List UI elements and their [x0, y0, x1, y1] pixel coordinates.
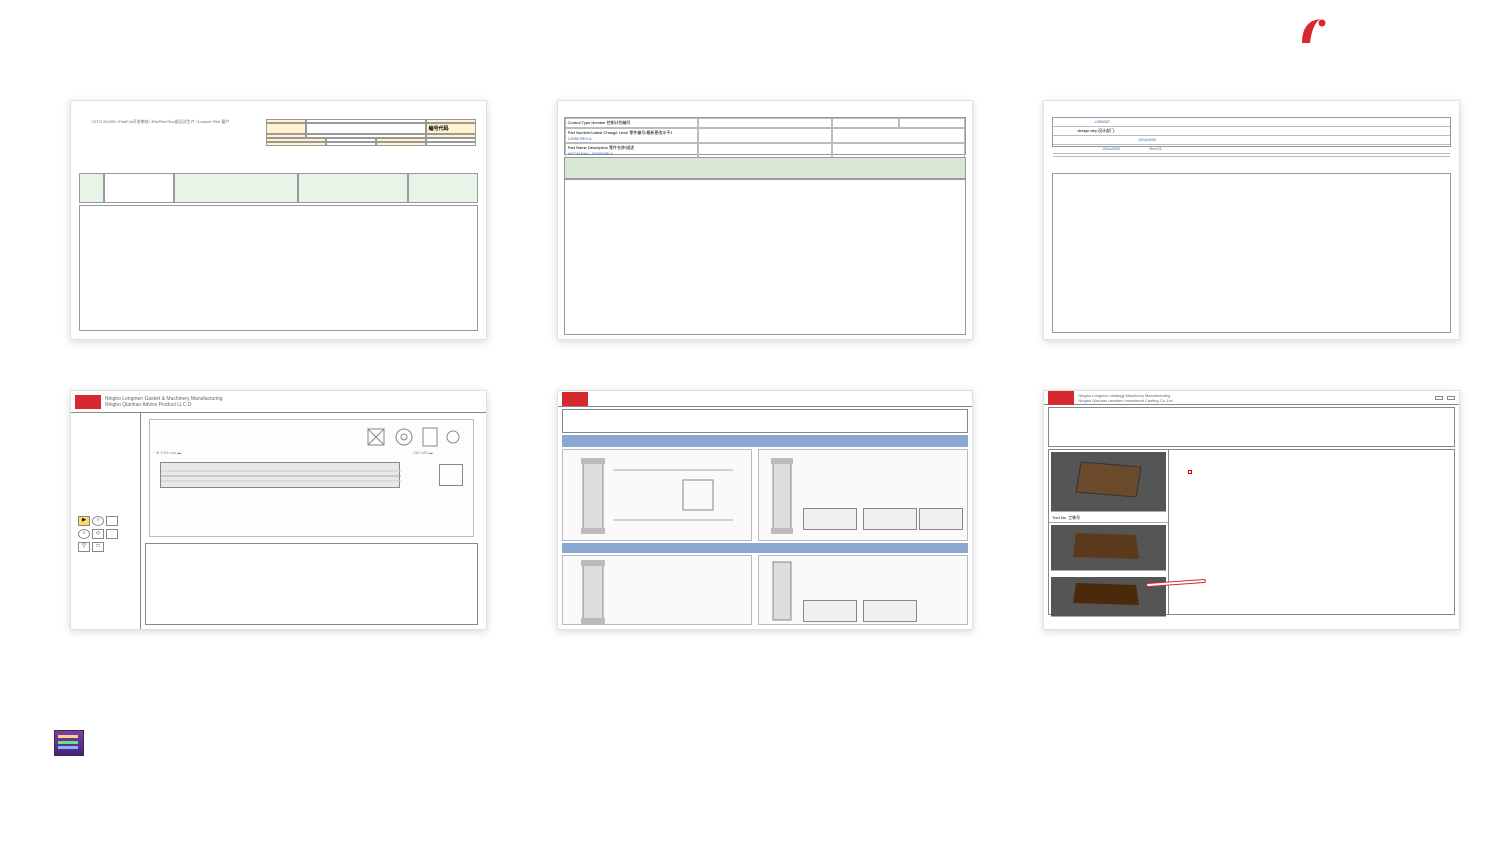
t6-photo-2 — [1051, 525, 1166, 571]
rar-icon-graphic — [54, 730, 84, 756]
t1-body — [79, 205, 478, 331]
t3-colhead — [1052, 149, 1451, 173]
caption-6 — [1043, 640, 1460, 670]
t3-header: L05986T design dep.设计部门: 2014/8/20 2014/… — [1052, 117, 1451, 147]
t6-logo — [1048, 391, 1074, 405]
brand-logo — [1300, 15, 1460, 48]
t6-photo-1 — [1051, 452, 1166, 512]
thumb-final-qc[interactable]: Ningbo Longmen xinlangji Machinery Manuf… — [1043, 390, 1460, 630]
rar-file-icon[interactable] — [50, 730, 88, 758]
t5-section3 — [562, 543, 969, 553]
t5-draw-left — [562, 449, 752, 541]
t4-hdr-txt: Ningbo Longmen Gasket & Machinery Manufa… — [105, 396, 223, 408]
thumb-control-plan[interactable]: Control Type Number 控制计划编号 Part Number/L… — [557, 100, 974, 340]
t1-supplier-block: 编号代码 — [266, 119, 476, 146]
t6-header: Ningbo Longmen xinlangji Machinery Manuf… — [1044, 391, 1459, 405]
t5-meta — [562, 409, 969, 433]
thumbnail-grid: □GTG 23;099 □PartFull开发审核 □PrePilot Run部… — [70, 100, 1460, 670]
t6-right — [1169, 450, 1454, 614]
t4-header: Ningbo Longmen Gasket & Machinery Manufa… — [71, 391, 486, 413]
t6-photo-3 — [1051, 577, 1166, 617]
thumb-machining-instruction[interactable]: Ningbo Longmen Gasket & Machinery Manufa… — [70, 390, 487, 630]
t4-flow: ▶○ ○◇ ▽□ — [75, 513, 137, 555]
caption-4 — [70, 640, 487, 670]
caption-1 — [70, 350, 487, 380]
t6-main: Tool No. 工装号 — [1048, 449, 1455, 615]
caption-5 — [557, 640, 974, 670]
thumb-gauge-list[interactable] — [557, 390, 974, 630]
t4-bottom-table — [145, 543, 478, 625]
t5-header — [558, 391, 973, 407]
t4-logo — [75, 395, 101, 409]
t2-header: Control Type Number 控制计划编号 Part Number/L… — [564, 117, 967, 155]
t6-meta — [1048, 407, 1455, 447]
t5-logo — [562, 392, 588, 406]
thumb-process-flow[interactable]: □GTG 23;099 □PartFull开发审核 □PrePilot Run部… — [70, 100, 487, 340]
t6-photos: Tool No. 工装号 — [1049, 450, 1169, 614]
t2-colhead — [564, 157, 967, 179]
t4-drawing: ⊕ 0.91 mm ▬ 130.189 ▬ — [149, 419, 474, 537]
t5-draw-br — [758, 555, 969, 625]
t6-footer — [1048, 617, 1455, 627]
t3-body — [1052, 173, 1451, 333]
t1-meta: □GTG 23;099 □PartFull开发审核 □PrePilot Run部… — [81, 117, 239, 127]
t2-body — [564, 179, 967, 335]
t5-section1 — [562, 435, 969, 447]
t1-column-headers — [79, 173, 478, 203]
caption-2 — [557, 350, 974, 380]
caption-3 — [1043, 350, 1460, 380]
t5-draw-bl — [562, 555, 752, 625]
thumb-pfmea[interactable]: L05986T design dep.设计部门: 2014/8/20 2014/… — [1043, 100, 1460, 340]
t5-draw-right — [758, 449, 969, 541]
